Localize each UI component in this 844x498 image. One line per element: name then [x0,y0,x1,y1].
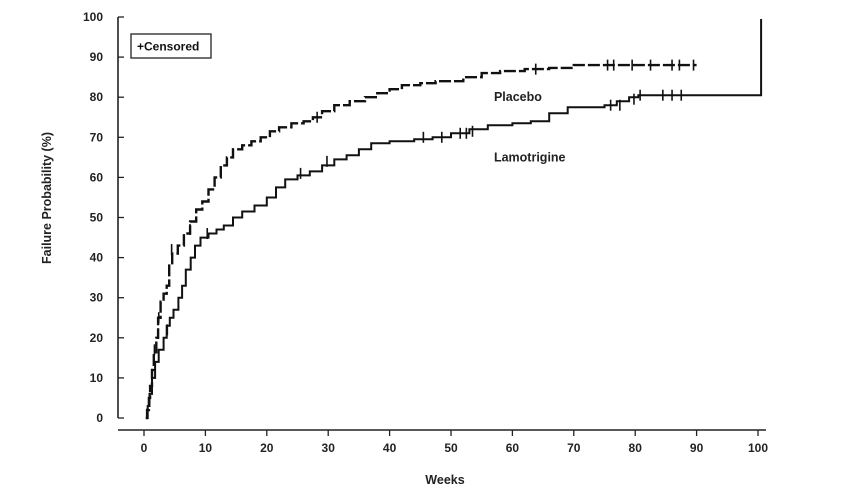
y-tick-label: 50 [90,211,104,225]
series-lines [145,19,763,420]
x-axis-label: Weeks [425,473,464,487]
x-tick-label: 80 [629,441,643,455]
lamotrigine-annotation: Lamotrigine [494,150,566,164]
y-tick-label: 0 [96,411,103,425]
censored-marks [153,59,695,356]
legend-text: +Censored [137,40,199,54]
x-tick-label: 90 [690,441,704,455]
y-tick-label: 70 [90,130,104,144]
x-tick-label: 30 [322,441,336,455]
y-axis-label: Failure Probability (%) [40,132,54,264]
y-tick-label: 30 [90,291,104,305]
x-tick-label: 10 [199,441,213,455]
placebo-curve [145,63,697,420]
y-tick-label: 60 [90,170,104,184]
lamotrigine-curve [145,19,763,419]
legend-box [130,33,212,59]
x-tick-label: 100 [748,441,768,455]
legend: +Censored [130,33,212,59]
x-tick-label: 0 [141,441,148,455]
x-tick-label: 40 [383,441,397,455]
x-tick-label: 60 [506,441,520,455]
axes [117,17,766,431]
y-tick-label: 20 [90,331,104,345]
x-tick-label: 20 [260,441,274,455]
y-tick-label: 80 [90,90,104,104]
x-tick-label: 50 [444,441,458,455]
y-ticks: 0 10 20 30 40 50 60 70 80 90 100 [83,10,124,425]
y-tick-label: 90 [90,50,104,64]
x-ticks: 0 10 20 30 40 50 60 70 80 90 100 [141,430,768,455]
placebo-annotation: Placebo [494,90,542,104]
x-tick-label: 70 [567,441,581,455]
y-tick-label: 10 [90,371,104,385]
y-tick-label: 40 [90,251,104,265]
y-tick-label: 100 [83,10,103,24]
